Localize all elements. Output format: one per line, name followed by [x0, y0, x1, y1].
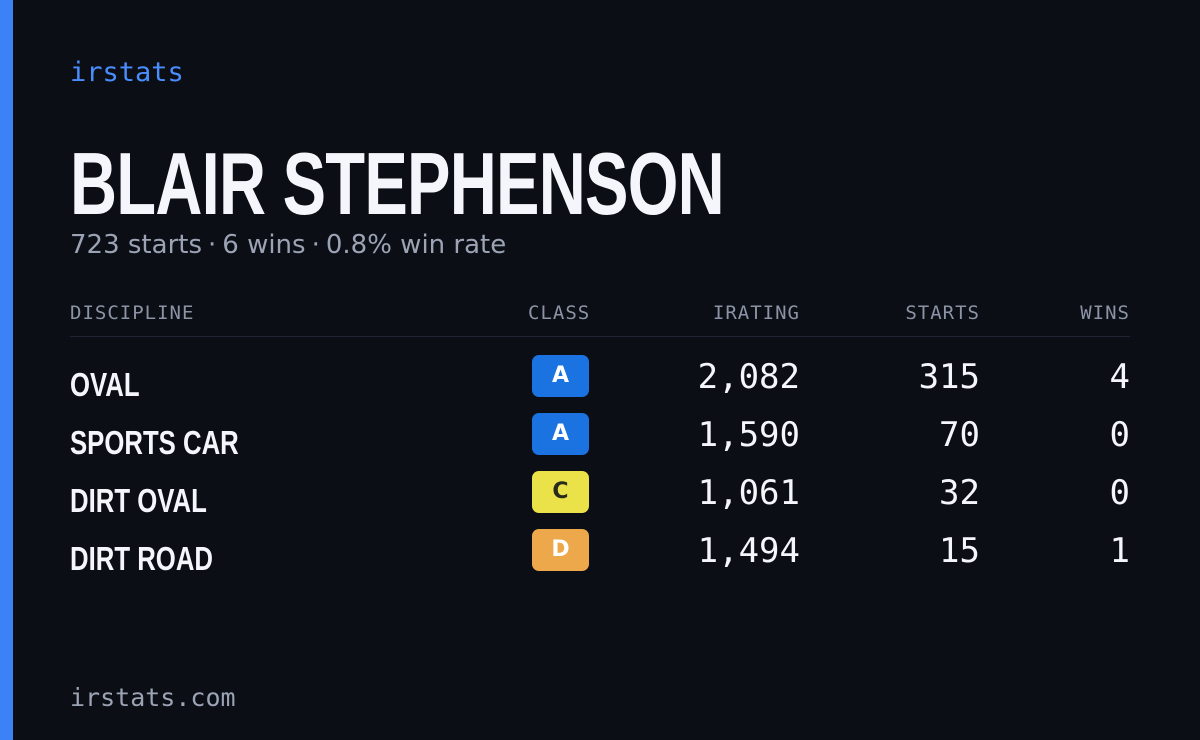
separator: ·: [311, 230, 320, 260]
class-badge: C: [532, 471, 589, 513]
irating-value: 1,494: [697, 531, 800, 571]
separator: ·: [208, 230, 217, 260]
header-irating: IRATING: [712, 302, 800, 324]
table-row: SPORTS CAR A 1,590 70 0: [70, 411, 1130, 469]
starts-value: 15: [939, 531, 980, 571]
win-rate-summary: 0.8% win rate: [325, 230, 507, 260]
discipline-name: OVAL: [70, 366, 140, 403]
class-badge: D: [532, 529, 589, 571]
table-row: DIRT OVAL C 1,061 32 0: [70, 469, 1130, 527]
driver-summary: 723 starts · 6 wins · 0.8% win rate: [70, 228, 506, 262]
driver-name: BLAIR STEPHENSON: [70, 134, 725, 233]
wins-value: 0: [1109, 473, 1130, 513]
table-row: DIRT ROAD D 1,494 15 1: [70, 527, 1130, 585]
header-starts: STARTS: [905, 302, 980, 324]
starts-value: 315: [918, 357, 980, 397]
brand-logo: irstats: [70, 57, 184, 88]
irating-value: 2,082: [697, 357, 800, 397]
stats-table: DISCIPLINE CLASS IRATING STARTS WINS OVA…: [70, 296, 1130, 585]
irating-value: 1,061: [697, 473, 800, 513]
starts-value: 32: [939, 473, 980, 513]
discipline-name: SPORTS CAR: [70, 424, 239, 461]
footer-url[interactable]: irstats.com: [70, 683, 236, 712]
discipline-name: DIRT OVAL: [70, 482, 207, 519]
class-badge: A: [532, 413, 589, 455]
table-header: DISCIPLINE CLASS IRATING STARTS WINS: [70, 296, 1130, 337]
starts-value: 70: [939, 415, 980, 455]
starts-summary: 723 starts: [70, 230, 202, 260]
header-class: CLASS: [528, 302, 591, 324]
header-wins: WINS: [1080, 302, 1130, 324]
wins-value: 1: [1109, 531, 1130, 571]
wins-value: 4: [1109, 357, 1130, 397]
class-badge: A: [532, 355, 589, 397]
header-discipline: DISCIPLINE: [70, 302, 195, 324]
discipline-name: DIRT ROAD: [70, 540, 213, 577]
table-body: OVAL A 2,082 315 4 SPORTS CAR A 1,590 70…: [70, 353, 1130, 585]
irating-value: 1,590: [697, 415, 800, 455]
accent-bar: [0, 0, 13, 740]
table-row: OVAL A 2,082 315 4: [70, 353, 1130, 411]
wins-value: 0: [1109, 415, 1130, 455]
wins-summary: 6 wins: [222, 230, 306, 260]
